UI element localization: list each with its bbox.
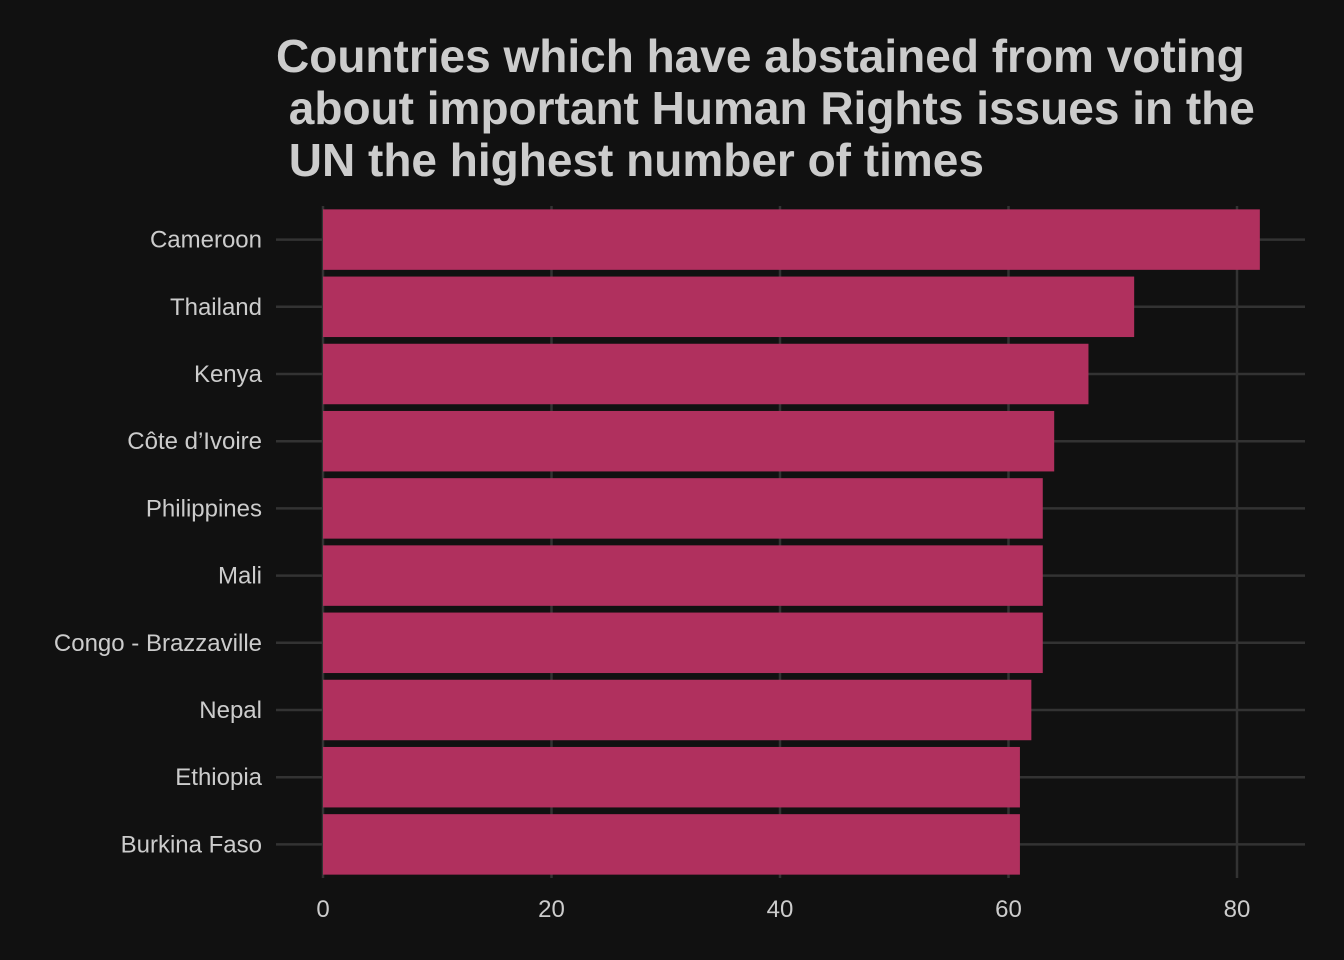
y-tick-label: Congo - Brazzaville [54, 630, 262, 657]
bar [323, 209, 1260, 270]
y-tick-label: Philippines [146, 495, 262, 522]
bar-layer [323, 209, 1260, 875]
x-tick-label: 80 [1224, 896, 1251, 923]
x-tick-label: 20 [538, 896, 565, 923]
x-tick-label: 40 [767, 896, 794, 923]
chart-title: Countries which have abstained from voti… [276, 30, 1255, 186]
y-axis-labels: Cameroon Thailand Kenya Côte d’Ivoire Philip… [54, 227, 263, 859]
y-tick-label: Kenya [194, 361, 263, 388]
bar [323, 679, 1032, 741]
y-tick-label: Nepal [199, 697, 262, 724]
bar [323, 814, 1020, 875]
bar [323, 612, 1043, 674]
x-axis-labels: 0 20 40 60 80 [316, 896, 1250, 923]
bar [323, 545, 1043, 606]
bar [323, 343, 1089, 405]
bar [323, 478, 1043, 539]
y-tick-label: Ethiopia [175, 764, 262, 791]
y-tick-label: Mali [218, 563, 262, 590]
y-tick-label: Thailand [170, 294, 262, 321]
y-tick-label: Côte d’Ivoire [127, 428, 262, 455]
x-tick-label: 0 [316, 896, 329, 923]
bar [323, 410, 1055, 472]
x-tick-label: 60 [995, 896, 1022, 923]
y-tick-label: Burkina Faso [121, 831, 262, 858]
bar [323, 746, 1020, 808]
y-tick-label: Cameroon [150, 227, 262, 254]
bar [323, 276, 1135, 338]
